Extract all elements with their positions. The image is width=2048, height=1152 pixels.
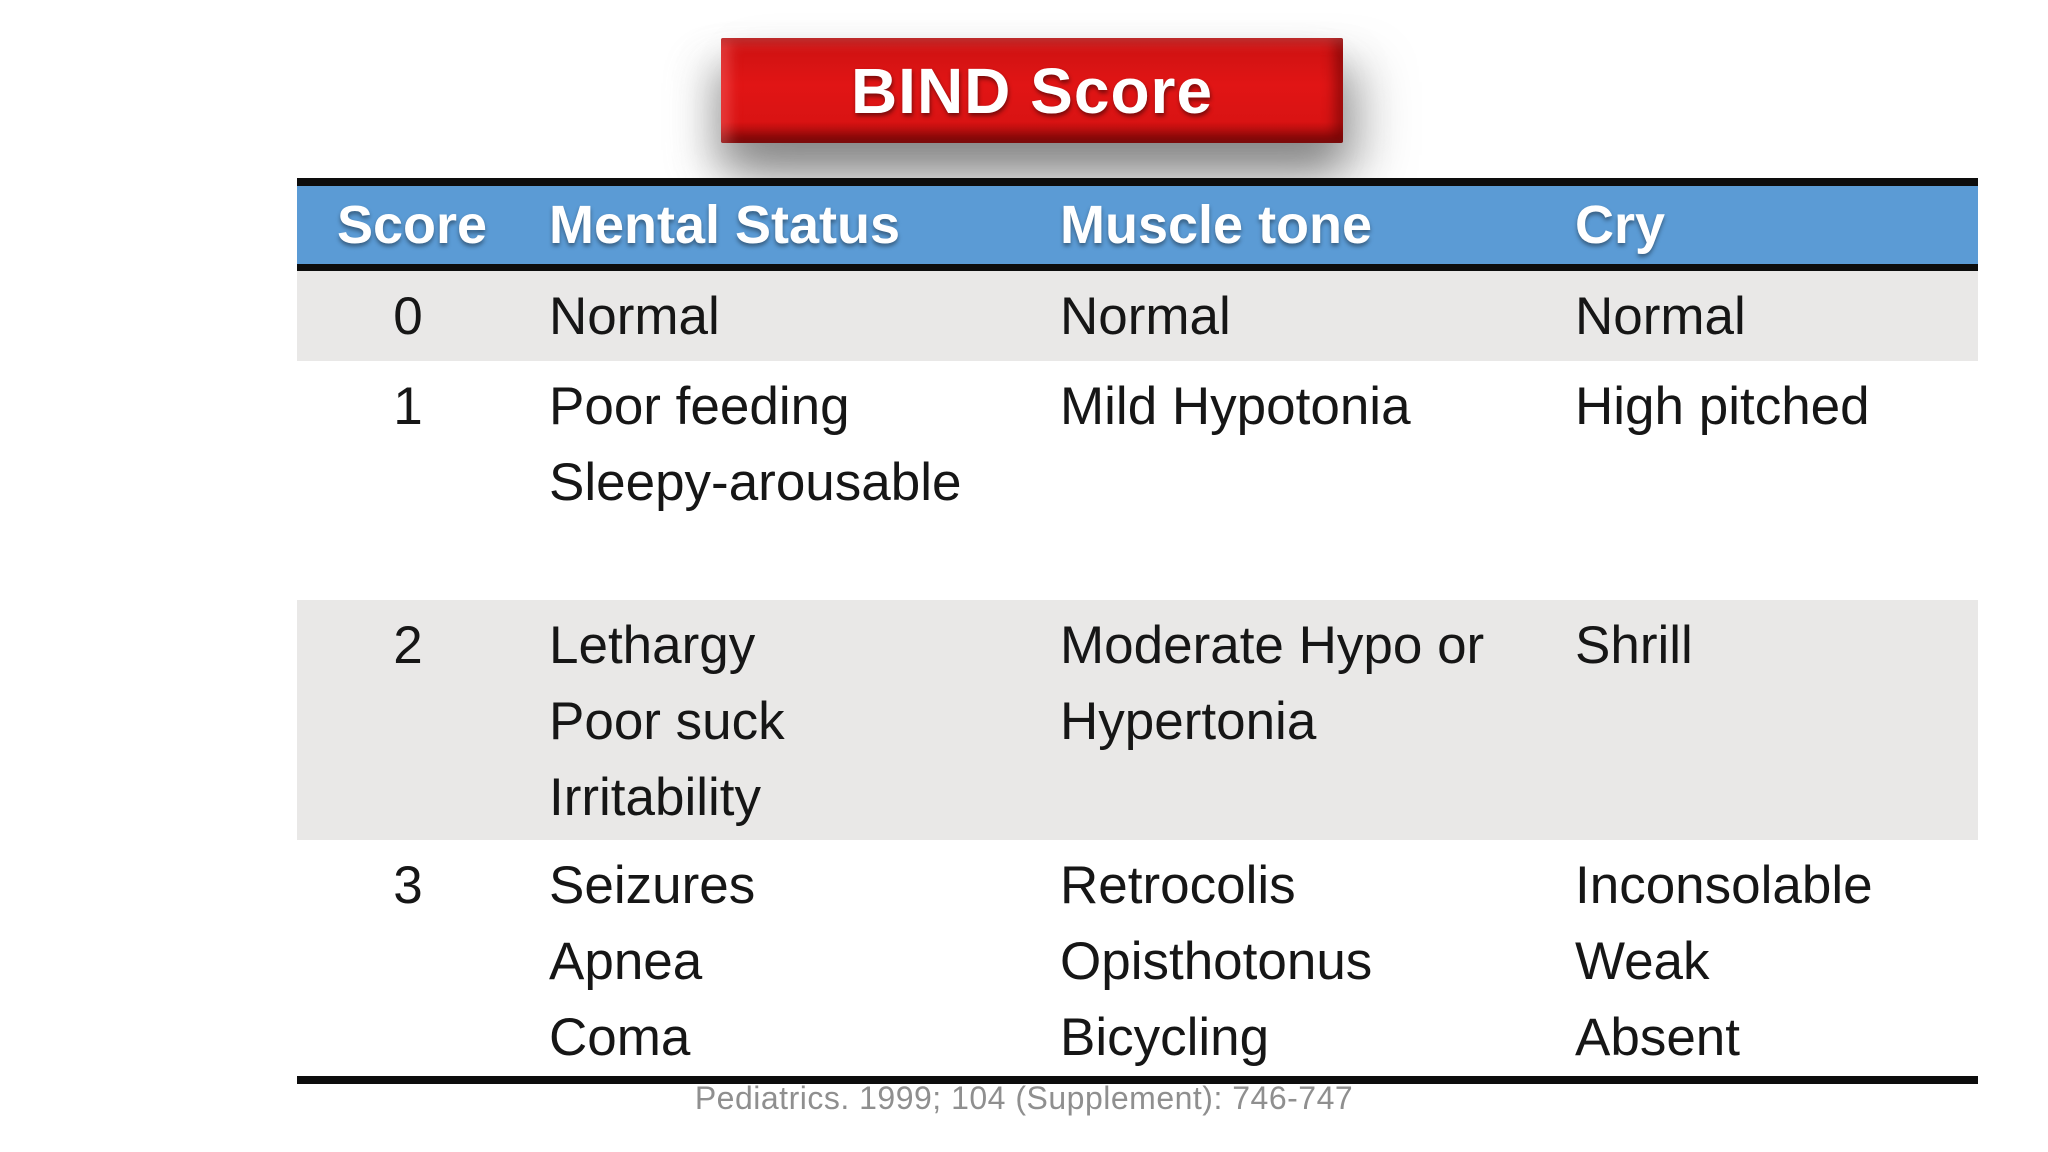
cell-cry: Normal bbox=[1553, 267, 1978, 361]
cell-score: 1 bbox=[393, 377, 423, 436]
cell-mental-status: Lethargy Poor suck Irritability bbox=[527, 600, 1038, 840]
cell-mental-status: Poor feeding Sleepy-arousable bbox=[549, 377, 962, 512]
column-header-mental-status: Mental Status bbox=[527, 182, 1038, 271]
cell-muscle-tone: Mild Hypotonia bbox=[1060, 377, 1411, 436]
table-row-score-0: 0 Normal Normal Normal bbox=[297, 267, 1978, 361]
page-title: BIND Score bbox=[850, 54, 1214, 127]
column-header-score: Score bbox=[297, 182, 527, 271]
column-header-cry: Cry bbox=[1553, 182, 1978, 271]
cell-mental-status: Normal bbox=[527, 267, 1038, 361]
table-row-score-3: 3 Seizures Apnea Coma Retrocolis Opistho… bbox=[297, 840, 1978, 1084]
bind-score-table: Score Mental Status Muscle tone Cry 0 No… bbox=[297, 178, 1978, 1084]
header-row: Score Mental Status Muscle tone Cry bbox=[297, 182, 1978, 271]
table-row-score-1: 1 Poor feeding Sleepy-arousable Mild Hyp… bbox=[297, 361, 1978, 600]
cell-cry: Shrill bbox=[1553, 600, 1978, 840]
cell-cry: High pitched bbox=[1575, 377, 1870, 436]
cell-score: 0 bbox=[297, 267, 527, 361]
cell-cry: Inconsolable Weak Absent bbox=[1553, 840, 1978, 1084]
column-header-muscle-tone: Muscle tone bbox=[1038, 182, 1553, 271]
cell-muscle-tone: Moderate Hypo or Hypertonia bbox=[1038, 600, 1553, 840]
cell-score: 2 bbox=[297, 600, 527, 840]
citation: Pediatrics. 1999; 104 (Supplement): 746-… bbox=[694, 1080, 1354, 1116]
cell-score: 3 bbox=[297, 840, 527, 1084]
table-row-score-2: 2 Lethargy Poor suck Irritability Modera… bbox=[297, 600, 1978, 840]
cell-muscle-tone: Retrocolis Opisthotonus Bicycling bbox=[1038, 840, 1553, 1084]
cell-muscle-tone: Normal bbox=[1038, 267, 1553, 361]
cell-mental-status: Seizures Apnea Coma bbox=[527, 840, 1038, 1084]
title-banner: BIND Score bbox=[721, 38, 1343, 143]
